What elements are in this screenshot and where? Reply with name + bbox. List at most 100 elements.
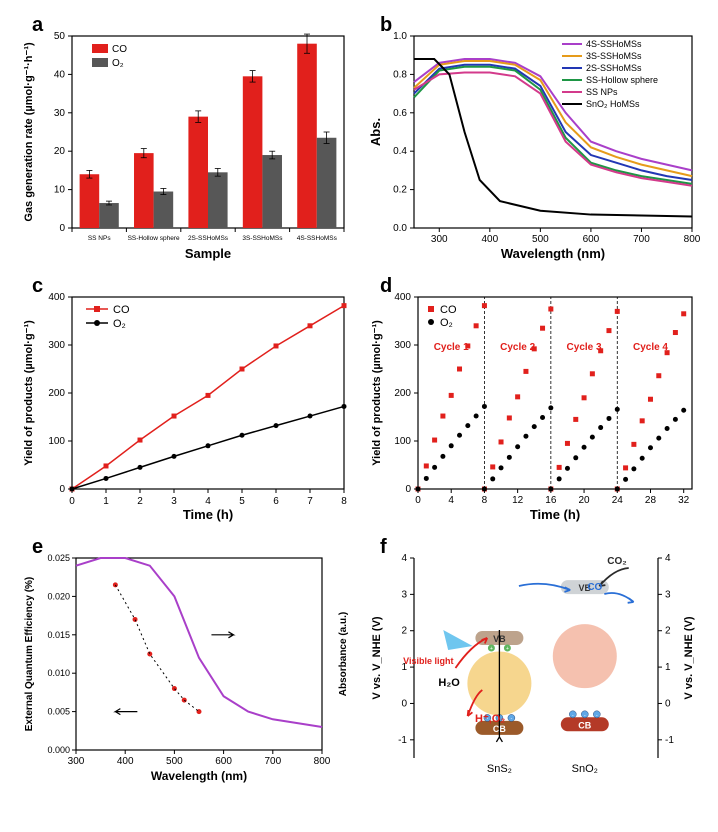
panel-label-b: b — [380, 14, 392, 37]
svg-text:H₂O: H₂O — [438, 677, 460, 689]
svg-text:Visible light: Visible light — [403, 656, 453, 666]
panel-e: e 3004005006007008000.0000.0050.0100.015… — [14, 532, 356, 787]
svg-text:Wavelength (nm): Wavelength (nm) — [501, 246, 605, 261]
svg-text:30: 30 — [54, 108, 66, 119]
panel-label-e: e — [32, 536, 43, 559]
svg-text:4: 4 — [448, 495, 454, 506]
svg-text:4S-SSHoMSs: 4S-SSHoMSs — [297, 235, 338, 242]
svg-text:3: 3 — [401, 589, 407, 600]
svg-text:4: 4 — [205, 496, 211, 507]
svg-text:V vs. V_NHE (V): V vs. V_NHE (V) — [683, 616, 695, 699]
svg-text:400: 400 — [481, 234, 498, 245]
svg-text:3S-SSHoMSs: 3S-SSHoMSs — [242, 235, 283, 242]
svg-text:0: 0 — [69, 496, 75, 507]
svg-text:200: 200 — [48, 388, 65, 399]
svg-text:600: 600 — [583, 234, 600, 245]
svg-text:600: 600 — [215, 756, 232, 767]
svg-text:10: 10 — [54, 185, 66, 196]
svg-text:1: 1 — [665, 662, 671, 673]
svg-text:Wavelength (nm): Wavelength (nm) — [151, 769, 247, 783]
svg-text:0: 0 — [665, 698, 671, 709]
panel-f: f -1-10011223344CB---VB++SnS₂CB---VBSnO₂… — [362, 532, 704, 787]
svg-text:+: + — [506, 646, 509, 652]
svg-text:40: 40 — [54, 69, 66, 80]
svg-text:4: 4 — [665, 553, 671, 564]
panel-b: b 3004005006007008000.00.20.40.60.81.04S… — [362, 10, 704, 265]
chart-c-yield-time: 0123456780100200300400COO₂Time (h)Yield … — [14, 271, 354, 526]
svg-text:28: 28 — [645, 495, 657, 506]
svg-text:0.015: 0.015 — [47, 630, 70, 640]
svg-text:-1: -1 — [398, 735, 407, 746]
svg-text:8: 8 — [482, 495, 488, 506]
svg-text:300: 300 — [48, 340, 65, 351]
svg-text:2S-SSHoMSs: 2S-SSHoMSs — [586, 63, 642, 73]
svg-text:H⁺,O₂: H⁺,O₂ — [475, 713, 505, 725]
svg-text:0.025: 0.025 — [47, 553, 70, 563]
figure-grid: a 01020304050SS NPsSS-Hollow sphere2S-SS… — [0, 0, 718, 797]
svg-text:0.6: 0.6 — [393, 108, 407, 119]
svg-text:1: 1 — [103, 496, 109, 507]
svg-text:SS NPs: SS NPs — [88, 235, 112, 242]
svg-text:Yield of products (µmol·g⁻¹): Yield of products (µmol·g⁻¹) — [371, 320, 383, 466]
svg-text:SS-Hollow sphere: SS-Hollow sphere — [128, 235, 180, 242]
svg-text:O₂: O₂ — [440, 317, 453, 329]
svg-text:500: 500 — [532, 234, 549, 245]
svg-text:CO: CO — [440, 304, 457, 316]
chart-d-cycles: 0481216202428320100200300400COO₂Cycle 1C… — [362, 271, 702, 526]
svg-text:CB: CB — [578, 720, 591, 730]
svg-text:Cycle 3: Cycle 3 — [567, 342, 602, 353]
svg-text:7: 7 — [307, 496, 313, 507]
svg-text:Cycle 2: Cycle 2 — [500, 342, 535, 353]
svg-text:4: 4 — [401, 553, 407, 564]
svg-text:700: 700 — [264, 756, 281, 767]
svg-text:+: + — [490, 646, 493, 652]
svg-text:400: 400 — [394, 292, 411, 303]
panel-a: a 01020304050SS NPsSS-Hollow sphere2S-SS… — [14, 10, 356, 265]
svg-text:8: 8 — [341, 496, 347, 507]
svg-text:3S-SSHoMSs: 3S-SSHoMSs — [586, 51, 642, 61]
panel-d: d 0481216202428320100200300400COO₂Cycle … — [362, 271, 704, 526]
svg-text:External Quantum Efficiency (%: External Quantum Efficiency (%) — [24, 577, 35, 731]
svg-text:0.2: 0.2 — [393, 185, 407, 196]
chart-e-eqe: 3004005006007008000.0000.0050.0100.0150.… — [14, 532, 354, 787]
svg-text:Sample: Sample — [185, 246, 231, 261]
svg-text:12: 12 — [512, 495, 524, 506]
panel-label-c: c — [32, 275, 43, 298]
svg-text:CO: CO — [113, 304, 130, 316]
svg-text:SS-Hollow sphere: SS-Hollow sphere — [586, 75, 658, 85]
svg-text:O₂: O₂ — [112, 58, 124, 69]
svg-text:500: 500 — [166, 756, 183, 767]
panel-c: c 0123456780100200300400COO₂Time (h)Yiel… — [14, 271, 356, 526]
svg-text:50: 50 — [54, 31, 66, 42]
svg-text:O₂: O₂ — [113, 318, 126, 330]
svg-text:400: 400 — [48, 292, 65, 303]
svg-text:CO: CO — [112, 44, 127, 55]
svg-text:SnS₂: SnS₂ — [487, 763, 512, 775]
panel-label-d: d — [380, 275, 392, 298]
svg-text:100: 100 — [48, 436, 65, 447]
svg-text:0.4: 0.4 — [393, 146, 407, 157]
svg-text:2: 2 — [401, 626, 407, 637]
diagram-f-band: -1-10011223344CB---VB++SnS₂CB---VBSnO₂Vi… — [362, 532, 702, 787]
svg-text:0.010: 0.010 — [47, 668, 70, 678]
svg-text:Time (h): Time (h) — [530, 507, 580, 522]
svg-text:Abs.: Abs. — [368, 118, 383, 146]
svg-text:800: 800 — [684, 234, 701, 245]
svg-text:20: 20 — [578, 495, 590, 506]
svg-text:3: 3 — [171, 496, 177, 507]
svg-text:6: 6 — [273, 496, 279, 507]
svg-text:400: 400 — [117, 756, 134, 767]
svg-text:20: 20 — [54, 146, 66, 157]
svg-text:0: 0 — [415, 495, 421, 506]
svg-text:2: 2 — [137, 496, 143, 507]
svg-text:0: 0 — [405, 484, 411, 495]
svg-text:800: 800 — [314, 756, 331, 767]
svg-text:2S-SSHoMSs: 2S-SSHoMSs — [188, 235, 229, 242]
svg-text:SS NPs: SS NPs — [586, 87, 618, 97]
svg-text:300: 300 — [431, 234, 448, 245]
svg-text:V vs. V_NHE (V): V vs. V_NHE (V) — [371, 616, 383, 699]
svg-text:5: 5 — [239, 496, 245, 507]
svg-text:0.000: 0.000 — [47, 745, 70, 755]
svg-text:Absorbance (a.u.): Absorbance (a.u.) — [338, 612, 349, 696]
svg-text:SnO₂: SnO₂ — [572, 763, 598, 775]
